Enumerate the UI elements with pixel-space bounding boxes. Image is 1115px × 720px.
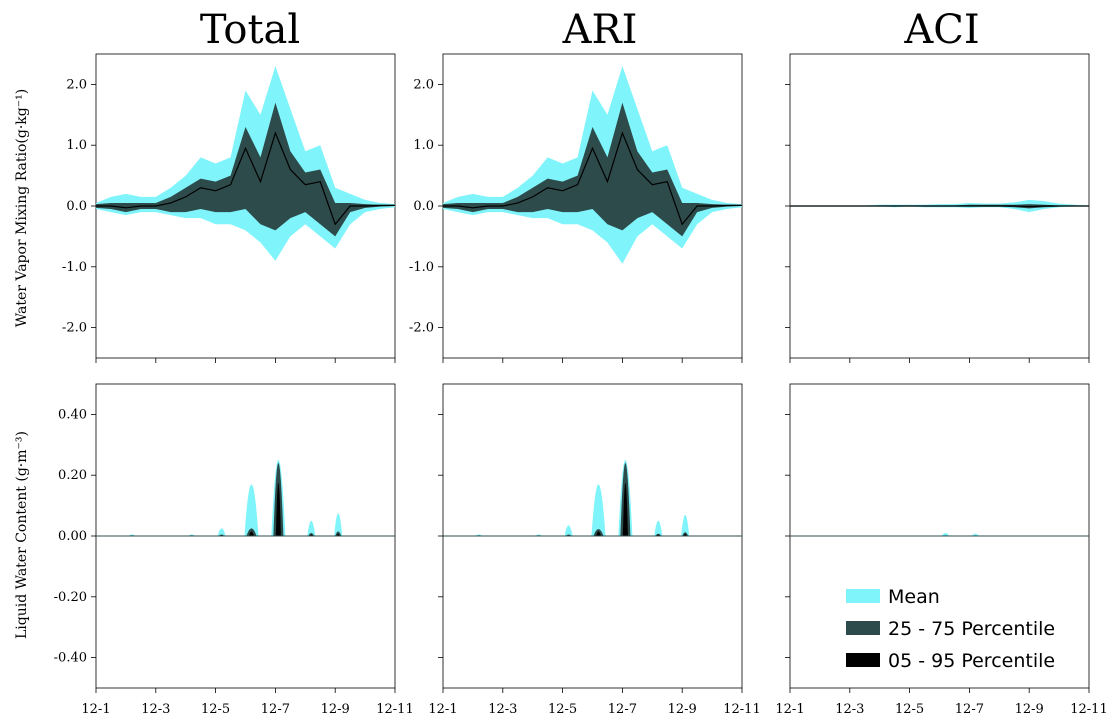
p5-95-peak [336,533,340,536]
legend-label-iqr: 25 - 75 Percentile [888,618,1055,640]
ylabel-water-vapor: Water Vapor Mixing Ratio(g·kg⁻¹) [14,89,30,327]
x-tick-label: 12-7 [261,702,290,717]
y-tick-label: -2.0 [409,321,434,336]
p5-95-line [443,131,742,226]
panels: 2.01.00.0-1.0-2.02.01.00.0-1.0-2.00.400.… [54,53,1108,717]
title-ari: ARI [562,7,638,53]
x-tick-label: 12-1 [81,702,110,717]
x-tick-label: 12-3 [141,702,170,717]
y-tick-label: 0.0 [66,199,87,214]
legend: Mean 25 - 75 Percentile 05 - 95 Percenti… [846,586,1055,672]
mean-peak [334,513,343,536]
legend-label-mean: Mean [888,586,940,608]
mean-peak [591,484,606,536]
x-tick-label: 12-9 [321,702,350,717]
mean-peak [217,528,226,536]
mean-peak [564,525,573,536]
p5-95-line [96,131,395,226]
p5-95-peak [595,531,601,536]
x-tick-label: 12-11 [723,702,760,717]
y-tick-label: 0.00 [58,529,87,544]
legend-label-p5-95: 05 - 95 Percentile [888,650,1055,672]
y-tick-label: -0.40 [54,651,87,666]
x-tick-label: 12-11 [376,702,413,717]
x-tick-label: 12-5 [895,702,924,717]
x-tick-label: 12-5 [201,702,230,717]
x-tick-label: 12-9 [668,702,697,717]
p5-95-peak [275,482,281,536]
x-tick-label: 12-7 [955,702,984,717]
x-tick-label: 12-5 [548,702,577,717]
p5-95-peak [248,531,254,536]
mean-peak [307,520,316,536]
y-tick-label: -0.20 [54,590,87,605]
ylabel-liquid-water: Liquid Water Content (g·m⁻³) [14,431,30,639]
p5-95-peak [622,482,628,536]
legend-swatch-mean [846,589,880,603]
x-tick-label: 12-7 [608,702,637,717]
mean-peak [941,532,950,536]
legend-swatch-p5-95 [846,653,880,667]
x-tick-label: 12-11 [1070,702,1107,717]
y-tick-label: 2.0 [413,77,434,92]
y-tick-label: -1.0 [409,260,434,275]
y-tick-label: 0.20 [58,468,87,483]
panel-aci-water-vapor [785,53,1090,363]
x-tick-label: 12-3 [835,702,864,717]
panel-ari-water-vapor: 2.0 1.0 0.0 -1.0 -2.0 [409,53,743,363]
y-tick-label: -1.0 [62,260,87,275]
legend-swatch-iqr [846,621,880,635]
x-tick-label: 12-3 [488,702,517,717]
panel-total-water-vapor: 2.0 1.0 0.0 -1.0 -2.0 [62,53,396,363]
p5-95-peak [683,533,687,536]
panel-ari-liquid-water: 12-1 12-3 12-5 12-7 12-9 12-11 [428,383,761,717]
x-tick-label: 12-1 [428,702,457,717]
x-tick-label: 12-1 [775,702,804,717]
mean-peak [654,520,663,536]
y-tick-label: -2.0 [62,321,87,336]
y-tick-label: 0.40 [58,407,87,422]
panel-total-liquid-water: 0.40 0.20 0.00 -0.20 -0.40 12-1 12-3 12-5 12-7 12… [54,383,414,717]
mean-peak [971,533,980,536]
y-tick-label: 1.0 [66,138,87,153]
panel-aci-liquid-water: 12-1 12-3 12-5 12-7 12-9 12-11 [775,383,1108,717]
title-aci: ACI [903,7,979,53]
y-tick-label: 0.0 [413,199,434,214]
p5-95-line [790,205,1089,208]
y-tick-label: 1.0 [413,138,434,153]
mean-peak [244,484,259,536]
mean-peak [681,514,690,536]
x-tick-label: 12-9 [1015,702,1044,717]
title-total: Total [200,7,300,53]
y-tick-label: 2.0 [66,77,87,92]
